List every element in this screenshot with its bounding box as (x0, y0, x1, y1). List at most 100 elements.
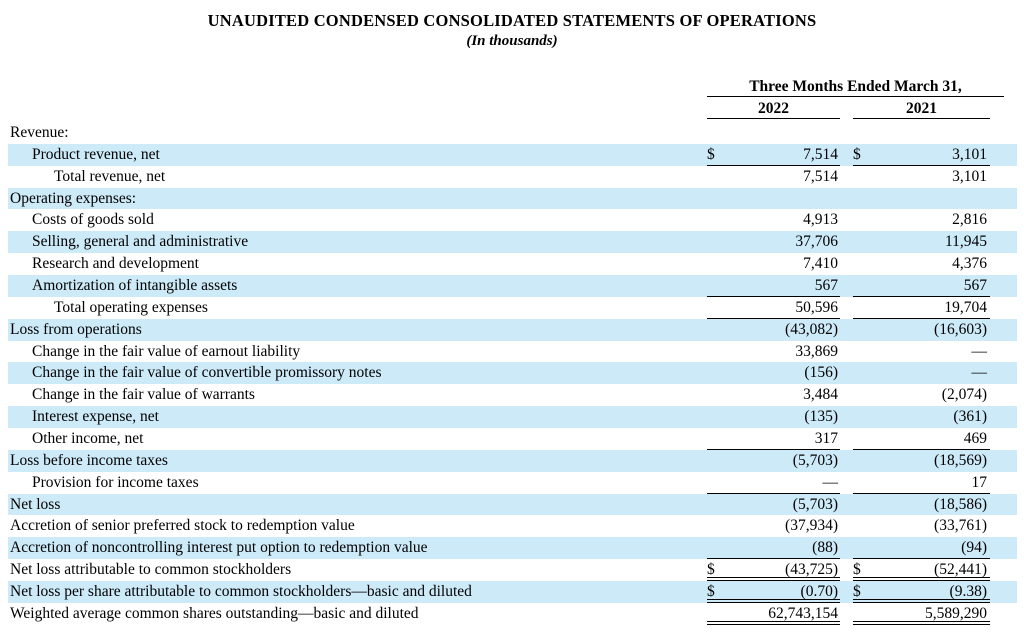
row-label: Interest expense, net (32, 408, 159, 426)
column-gap (840, 362, 853, 384)
cell-value: (135) (804, 408, 838, 426)
cell-value: (9.38) (949, 583, 987, 601)
cell-value: (43,725) (785, 561, 838, 579)
column-header-2022: 2022 (707, 99, 840, 119)
cell-value: (33,761) (934, 517, 987, 535)
cell-value: — (971, 342, 988, 360)
value-cell-2022: (5,703) (707, 494, 840, 516)
statement-table: Revenue: Product revenue, net $7,514 $3,101… (8, 122, 1017, 625)
value-cell-2022: (37,934) (707, 515, 840, 537)
column-gap (840, 494, 853, 516)
value-cell-2022: (156) (707, 362, 840, 384)
cell-value: (88) (812, 539, 838, 557)
table-row: Operating expenses: (8, 187, 1017, 210)
row-label: Net loss per share attributable to commo… (10, 583, 472, 601)
table-row: Loss before income taxes (5,703) (18,569) (8, 449, 1017, 472)
row-label: Revenue: (10, 124, 69, 141)
value-cell-2022: 3,484 (707, 384, 840, 406)
column-gap (840, 231, 853, 253)
cell-value: 17 (971, 473, 988, 491)
statement-subtitle: (In thousands) (466, 33, 558, 49)
column-gap (840, 144, 853, 166)
column-gap (840, 209, 853, 231)
row-label: Net loss (10, 495, 61, 513)
column-gap (840, 472, 853, 494)
table-row: Amortization of intangible assets 567 567 (8, 275, 1017, 297)
row-label: Research and development (32, 255, 199, 273)
table-row: Accretion of noncontrolling interest put… (8, 537, 1017, 560)
cell-value: 7,514 (803, 145, 838, 163)
value-cell-2021 (853, 122, 990, 144)
column-gap (840, 515, 853, 537)
cell-value: — (822, 473, 839, 491)
value-cell-2022: 317 (707, 428, 840, 450)
table-row: Total revenue, net 7,514 3,101 (8, 166, 1017, 188)
row-label: Total operating expenses (54, 298, 208, 316)
dollar-sign: $ (707, 561, 715, 579)
row-label: Weighted average common shares outstandi… (10, 604, 419, 622)
column-gap (840, 122, 853, 144)
value-cell-2021: 567 (853, 275, 990, 297)
column-gap (840, 188, 853, 210)
column-gap (840, 428, 853, 450)
value-cell-2022: 7,410 (707, 253, 840, 275)
cell-value: (43,082) (785, 320, 838, 338)
value-cell-2021: 2,816 (853, 209, 990, 231)
cell-value: (361) (953, 408, 987, 426)
cell-value: 2,816 (952, 211, 987, 229)
cell-value: (2,074) (941, 386, 987, 404)
row-label: Accretion of noncontrolling interest put… (10, 539, 428, 557)
row-label: Loss before income taxes (10, 451, 168, 469)
cell-value: (18,586) (934, 495, 987, 513)
row-label: Accretion of senior preferred stock to r… (10, 517, 355, 535)
value-cell-2022: 7,514 (707, 166, 840, 188)
cell-value: — (971, 364, 988, 382)
column-gap (840, 537, 853, 559)
cell-value: 4,913 (803, 211, 838, 229)
value-cell-2021: (361) (853, 406, 990, 428)
value-cell-2022: (135) (707, 406, 840, 428)
cell-value: 7,514 (803, 167, 838, 185)
cell-value: 37,706 (795, 233, 838, 251)
table-row: Loss from operations (43,082) (16,603) (8, 318, 1017, 341)
value-cell-2022 (707, 188, 840, 210)
cell-value: 11,945 (944, 233, 987, 251)
cell-value: (0.70) (800, 583, 838, 601)
value-cell-2021 (853, 188, 990, 210)
value-cell-2021: — (853, 341, 990, 363)
value-cell-2021: $ (9.38) (853, 581, 990, 603)
value-cell-2021: (18,586) (853, 494, 990, 516)
table-row: Total operating expenses 50,596 19,704 (8, 297, 1017, 319)
table-row: Weighted average common shares outstandi… (8, 603, 1017, 625)
column-gap (840, 253, 853, 275)
cell-value: 3,101 (952, 145, 987, 163)
table-row: Costs of goods sold 4,913 2,816 (8, 209, 1017, 231)
row-label: Amortization of intangible assets (32, 277, 238, 295)
value-cell-2022: 37,706 (707, 231, 840, 253)
value-cell-2022: $ (43,725) (707, 559, 840, 582)
value-cell-2021: $ (52,441) (853, 559, 990, 582)
row-label: Loss from operations (10, 320, 142, 338)
value-cell-2021: 17 (853, 472, 990, 494)
value-cell-2021: $3,101 (853, 144, 990, 166)
table-row: Net loss attributable to common stockhol… (8, 559, 1017, 582)
cell-value: 19,704 (944, 298, 987, 316)
row-label: Selling, general and administrative (32, 233, 249, 251)
value-cell-2022: 62,743,154 (707, 603, 840, 625)
cell-value: (18,569) (934, 451, 987, 469)
table-row: Change in the fair value of warrants 3,48… (8, 384, 1017, 406)
value-cell-2021: 469 (853, 428, 990, 450)
value-cell-2022: $7,514 (707, 144, 840, 166)
value-cell-2021: (2,074) (853, 384, 990, 406)
table-row: Research and development 7,410 4,376 (8, 253, 1017, 275)
column-gap (840, 341, 853, 363)
table-row: Other income, net 317 469 (8, 428, 1017, 450)
table-row: Net loss per share attributable to commo… (8, 581, 1017, 603)
row-label: Net loss attributable to common stockhol… (10, 561, 292, 579)
cell-value: (52,441) (934, 561, 987, 579)
value-cell-2022 (707, 122, 840, 144)
value-cell-2021: (16,603) (853, 319, 990, 341)
column-header-2021: 2021 (853, 99, 990, 119)
value-cell-2022: 567 (707, 275, 840, 297)
row-label: Change in the fair value of convertible … (32, 364, 382, 382)
